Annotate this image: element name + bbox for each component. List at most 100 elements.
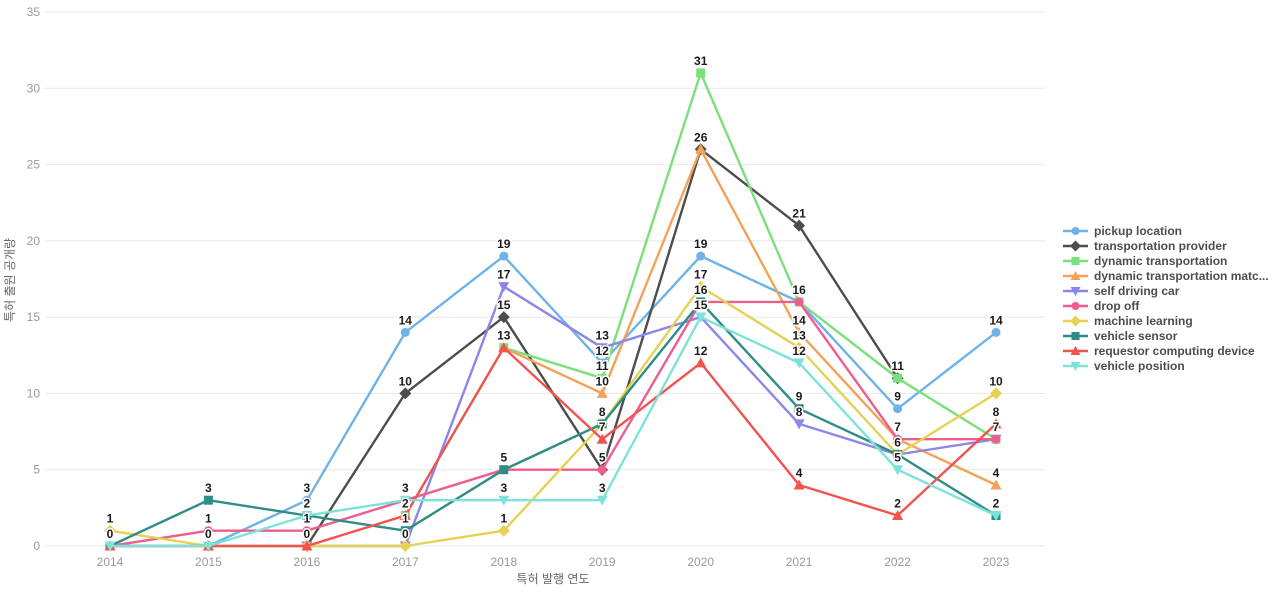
data-point-marker[interactable] — [696, 68, 706, 78]
data-point-marker[interactable] — [302, 495, 312, 505]
data-point-marker[interactable] — [695, 357, 707, 368]
point-label: 11 — [891, 359, 904, 373]
data-point-marker[interactable] — [400, 526, 410, 536]
data-point-marker[interactable] — [893, 450, 903, 459]
data-point-marker[interactable] — [497, 524, 510, 537]
point-label: 4 — [993, 466, 1000, 480]
y-tick-label: 25 — [27, 158, 41, 172]
point-label: 19 — [694, 237, 708, 251]
data-point-marker[interactable] — [893, 404, 903, 414]
data-point-marker[interactable] — [696, 251, 706, 261]
legend-item-label: dynamic transportation — [1094, 254, 1227, 268]
data-point-marker[interactable] — [597, 419, 607, 429]
y-tick-label: 35 — [27, 5, 41, 19]
legend-item[interactable]: vehicle position — [1063, 359, 1185, 373]
point-label: 3 — [304, 481, 311, 495]
data-point-marker[interactable] — [301, 511, 313, 521]
legend-item[interactable]: transportation provider — [1063, 239, 1227, 253]
data-point-marker[interactable] — [399, 510, 411, 520]
point-label: 12 — [694, 344, 708, 358]
legend-symbol — [1070, 346, 1081, 355]
x-tick-label: 2019 — [589, 555, 616, 569]
point-label: 7 — [993, 420, 1000, 434]
point-label: 6 — [894, 436, 901, 450]
legend-item[interactable]: dynamic transportation — [1063, 254, 1227, 268]
legend-item-label: vehicle sensor — [1094, 329, 1178, 343]
data-point-marker[interactable] — [695, 143, 707, 154]
data-point-marker[interactable] — [793, 341, 806, 354]
point-label: 12 — [596, 344, 610, 358]
data-point-marker[interactable] — [597, 465, 607, 475]
data-point-marker[interactable] — [793, 419, 805, 430]
data-point-marker[interactable] — [990, 418, 1002, 429]
data-point-marker[interactable] — [990, 511, 1002, 521]
series-line — [503, 148, 997, 487]
data-point-marker[interactable] — [399, 495, 411, 506]
data-point-marker[interactable] — [793, 326, 805, 337]
legend-item-label: self driving car — [1094, 284, 1180, 298]
data-point-marker[interactable] — [695, 312, 707, 323]
data-point-marker[interactable] — [793, 479, 805, 490]
data-point-marker[interactable] — [991, 327, 1001, 337]
data-point-marker[interactable] — [990, 387, 1002, 400]
data-point-marker[interactable] — [203, 526, 213, 536]
data-point-marker[interactable] — [893, 373, 903, 383]
data-point-marker[interactable] — [892, 465, 904, 476]
point-label: 17 — [497, 268, 511, 282]
data-point-marker[interactable] — [892, 510, 904, 520]
legend-item[interactable]: vehicle sensor — [1063, 329, 1178, 343]
data-point-marker[interactable] — [597, 358, 607, 368]
x-tick-label: 2015 — [195, 555, 222, 569]
point-label: 13 — [497, 329, 511, 343]
point-label: 0 — [304, 527, 311, 541]
point-label: 10 — [596, 374, 610, 388]
data-point-marker[interactable] — [990, 479, 1002, 490]
point-label: 3 — [205, 481, 212, 495]
data-point-marker[interactable] — [596, 343, 608, 354]
series-line — [110, 315, 997, 548]
legend-item[interactable]: dynamic transportation matc... — [1063, 269, 1269, 283]
legend-item[interactable]: requestor computing device — [1063, 344, 1255, 358]
y-tick-label: 30 — [27, 81, 41, 95]
data-point-marker[interactable] — [499, 251, 509, 261]
point-label: 13 — [792, 329, 806, 343]
data-point-marker[interactable] — [793, 358, 805, 369]
legend-item[interactable]: self driving car — [1063, 284, 1180, 298]
data-point-marker[interactable] — [596, 495, 608, 506]
data-point-marker[interactable] — [301, 540, 313, 551]
data-point-marker[interactable] — [400, 327, 410, 337]
data-point-marker[interactable] — [696, 297, 706, 307]
point-label: 21 — [792, 207, 806, 221]
data-point-marker[interactable] — [499, 465, 509, 475]
data-point-marker[interactable] — [596, 433, 608, 444]
data-point-marker[interactable] — [893, 434, 903, 444]
data-point-marker[interactable] — [497, 311, 510, 324]
data-point-marker[interactable] — [302, 526, 312, 536]
data-point-marker[interactable] — [694, 280, 707, 293]
legend-item[interactable]: drop off — [1063, 299, 1140, 313]
data-point-marker[interactable] — [498, 495, 510, 506]
data-point-marker[interactable] — [794, 297, 804, 307]
point-label: 0 — [107, 527, 114, 541]
data-point-marker[interactable] — [991, 434, 1001, 444]
data-point-marker[interactable] — [104, 524, 116, 537]
data-point-marker[interactable] — [794, 404, 804, 414]
point-label: 1 — [205, 512, 212, 526]
point-label: 5 — [894, 451, 901, 465]
data-point-marker[interactable] — [399, 387, 412, 400]
point-label: 4 — [796, 466, 803, 480]
data-point-marker[interactable] — [498, 282, 510, 293]
legend-item[interactable]: machine learning — [1063, 314, 1193, 328]
data-point-marker[interactable] — [596, 387, 608, 398]
point-label: 10 — [399, 374, 413, 388]
data-point-marker[interactable] — [202, 541, 214, 552]
data-point-marker[interactable] — [399, 540, 412, 552]
data-point-marker[interactable] — [203, 495, 213, 505]
data-point-marker[interactable] — [793, 219, 806, 232]
legend-item[interactable]: pickup location — [1063, 224, 1182, 238]
legend-symbol — [1071, 332, 1080, 340]
data-point-marker[interactable] — [597, 373, 607, 383]
legend-item-label: requestor computing device — [1094, 344, 1255, 358]
data-point-marker[interactable] — [498, 342, 510, 353]
data-point-marker[interactable] — [104, 541, 116, 552]
